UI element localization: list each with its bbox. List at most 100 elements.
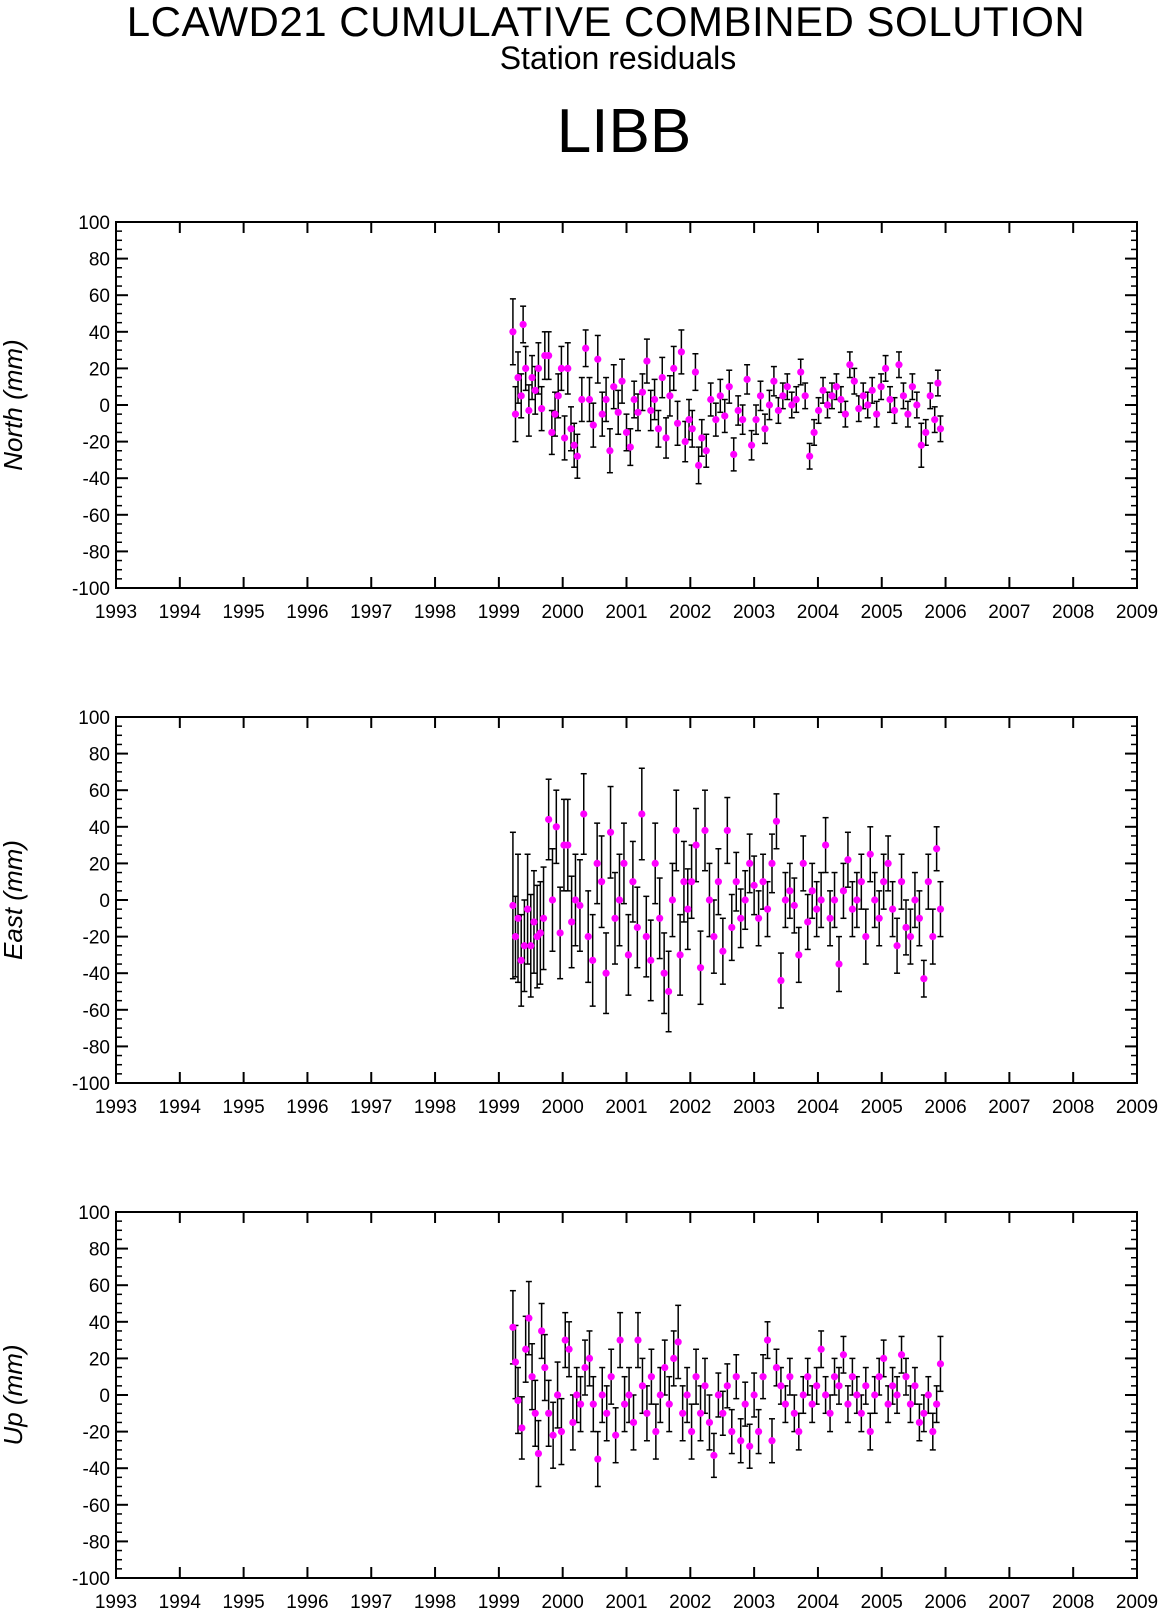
data-point bbox=[732, 878, 740, 886]
x-tick-label: 2003 bbox=[733, 602, 775, 623]
x-tick-label: 2007 bbox=[988, 1592, 1030, 1613]
data-point bbox=[835, 960, 843, 968]
data-point bbox=[616, 1336, 624, 1344]
y-tick-label: -40 bbox=[83, 1459, 110, 1480]
x-tick-label: 1995 bbox=[222, 602, 264, 623]
y-tick-label: 100 bbox=[78, 708, 110, 729]
data-point bbox=[710, 1451, 718, 1459]
data-point bbox=[743, 375, 751, 383]
data-point bbox=[683, 1391, 691, 1399]
data-point bbox=[702, 447, 710, 455]
data-point bbox=[936, 1360, 945, 1368]
data-point bbox=[936, 425, 945, 433]
station-name: LIBB bbox=[556, 97, 692, 166]
data-point bbox=[721, 412, 729, 420]
data-point bbox=[788, 401, 796, 409]
data-point bbox=[643, 357, 651, 365]
data-point bbox=[514, 914, 522, 922]
data-point bbox=[534, 1449, 543, 1458]
data-point bbox=[808, 1400, 816, 1408]
data-point bbox=[759, 878, 767, 886]
data-point bbox=[830, 1373, 839, 1381]
x-tick-label: 1996 bbox=[286, 1097, 328, 1118]
x-tick-label: 2001 bbox=[605, 1097, 647, 1118]
x-tick-label: 2009 bbox=[1116, 1592, 1158, 1613]
data-point bbox=[666, 392, 674, 400]
data-point bbox=[696, 964, 705, 972]
data-point bbox=[569, 1418, 577, 1427]
x-tick-label: 1995 bbox=[222, 1097, 264, 1118]
panel-east: 1993 1994 1995 1996 1997 1998 1999 2000 2001 2002… bbox=[0, 708, 1158, 1118]
data-point bbox=[629, 878, 637, 886]
data-point bbox=[799, 1391, 807, 1399]
data-point bbox=[571, 896, 580, 904]
x-tick-label: 2005 bbox=[861, 1592, 903, 1613]
data-point bbox=[687, 878, 696, 886]
data-point bbox=[832, 383, 841, 391]
data-point bbox=[768, 859, 776, 868]
data-point bbox=[556, 929, 564, 937]
data-point bbox=[618, 377, 626, 385]
y-tick-label: -40 bbox=[83, 964, 110, 985]
y-tick-label: -20 bbox=[83, 928, 110, 949]
data-point bbox=[594, 1455, 602, 1463]
data-point bbox=[589, 1400, 597, 1408]
data-point bbox=[580, 810, 588, 818]
data-point bbox=[810, 428, 818, 437]
x-tick-label: 2002 bbox=[669, 1097, 711, 1118]
data-point bbox=[670, 364, 678, 372]
y-tick-label: 20 bbox=[89, 854, 110, 875]
y-tick-label: -20 bbox=[83, 433, 110, 454]
x-tick-label: 2009 bbox=[1116, 1097, 1158, 1118]
data-point bbox=[795, 951, 803, 959]
data-point bbox=[607, 1373, 615, 1381]
data-point bbox=[926, 392, 934, 400]
x-tick-label: 1996 bbox=[286, 602, 328, 623]
data-point bbox=[598, 410, 606, 418]
data-point bbox=[548, 428, 556, 437]
panel-north: 1993 1994 1995 1996 1997 1998 1999 2000 2001 2002… bbox=[0, 213, 1158, 623]
data-point bbox=[701, 826, 709, 835]
data-point bbox=[801, 392, 809, 400]
data-point bbox=[660, 969, 668, 977]
data-point bbox=[786, 887, 794, 895]
data-point bbox=[539, 914, 548, 922]
data-point bbox=[759, 1373, 767, 1381]
data-point bbox=[691, 368, 700, 376]
x-tick-label: 1996 bbox=[286, 1592, 328, 1613]
data-point bbox=[765, 401, 774, 409]
data-point bbox=[732, 1373, 740, 1381]
data-point bbox=[584, 933, 592, 941]
y-tick-label: -100 bbox=[72, 579, 110, 600]
x-tick-label: 2004 bbox=[797, 1097, 840, 1118]
x-tick-label: 2005 bbox=[861, 1097, 903, 1118]
data-point bbox=[642, 933, 650, 941]
data-point bbox=[650, 395, 659, 404]
data-point bbox=[756, 392, 765, 400]
data-point bbox=[509, 901, 517, 910]
data-point bbox=[884, 1400, 892, 1408]
x-tick-label: 2006 bbox=[924, 1097, 966, 1118]
data-point bbox=[723, 1382, 731, 1390]
y-axis-label: North (mm) bbox=[0, 339, 28, 470]
data-point bbox=[747, 441, 756, 449]
data-point bbox=[552, 823, 560, 831]
data-point bbox=[670, 1354, 678, 1362]
data-point bbox=[719, 947, 727, 955]
data-point bbox=[739, 416, 747, 424]
data-point bbox=[895, 361, 903, 369]
data-point bbox=[568, 918, 576, 926]
y-tick-label: -20 bbox=[83, 1423, 110, 1444]
data-point bbox=[890, 406, 899, 415]
data-point bbox=[929, 933, 937, 941]
x-tick-label: 2002 bbox=[669, 1592, 711, 1613]
data-point bbox=[804, 1373, 812, 1381]
data-point bbox=[634, 1336, 642, 1344]
data-point bbox=[638, 810, 646, 818]
data-point bbox=[841, 410, 849, 418]
plot-frame bbox=[115, 221, 1138, 589]
data-point bbox=[772, 817, 781, 825]
data-point bbox=[685, 416, 693, 424]
data-point bbox=[737, 914, 745, 922]
y-axis-label: Up (mm) bbox=[0, 1344, 28, 1445]
